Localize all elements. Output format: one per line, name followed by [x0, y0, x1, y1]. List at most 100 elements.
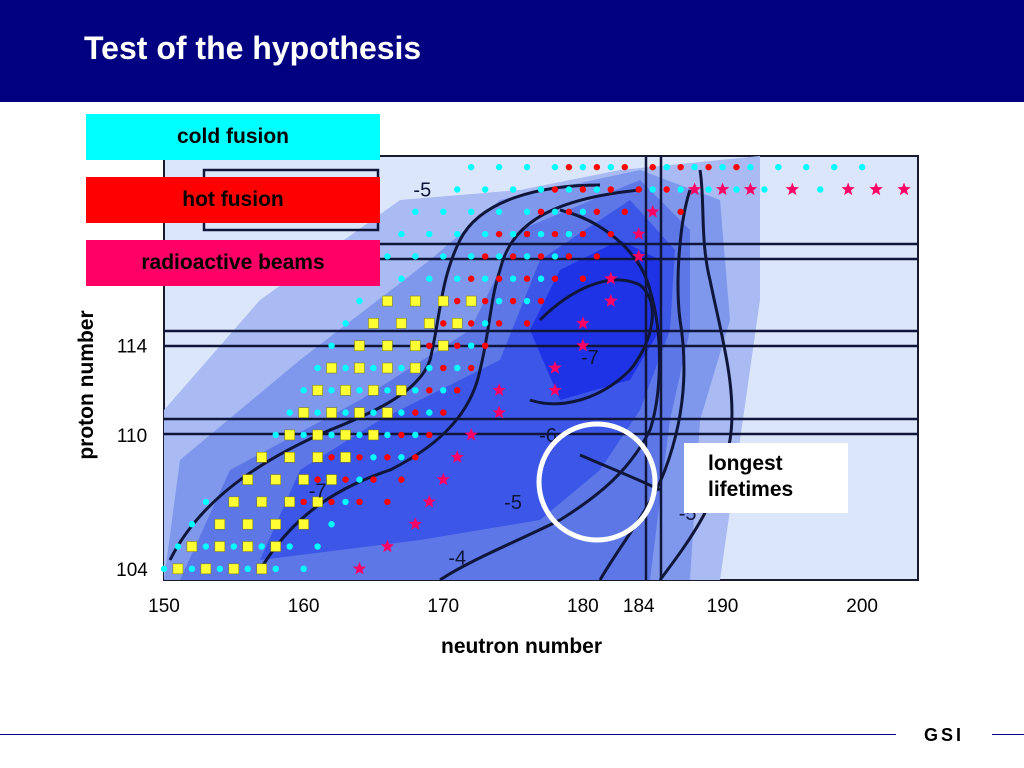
known-isotope-box — [270, 541, 281, 552]
isotope-point — [677, 163, 684, 171]
isotope-point — [677, 186, 684, 193]
radioactive-beam-star — [841, 182, 855, 196]
isotope-point — [342, 476, 349, 483]
known-isotope-box — [382, 407, 393, 418]
isotope-point — [426, 387, 433, 394]
isotope-point — [188, 565, 196, 573]
isotope-point — [495, 208, 503, 215]
known-isotope-box — [298, 407, 309, 418]
isotope-point — [481, 230, 489, 238]
isotope-point — [565, 253, 573, 260]
isotope-point — [523, 163, 531, 171]
isotope-point — [579, 208, 587, 215]
known-isotope-box — [256, 563, 267, 575]
isotope-point — [356, 431, 363, 439]
isotope-point — [398, 409, 405, 416]
isotope-point — [537, 297, 545, 305]
isotope-point — [481, 253, 489, 260]
isotope-point — [370, 409, 377, 416]
known-isotope-box — [228, 496, 240, 508]
isotope-point — [398, 431, 405, 439]
isotope-point — [467, 275, 475, 282]
isotope-point — [663, 163, 670, 171]
isotope-point — [663, 186, 670, 193]
isotope-point — [426, 409, 433, 416]
x-tick-label: 170 — [427, 596, 459, 617]
radioactive-beam-star — [632, 249, 646, 263]
y-axis-title: proton number — [75, 310, 98, 460]
isotope-point — [412, 409, 419, 416]
known-isotope-box — [312, 452, 323, 463]
isotope-point — [481, 342, 489, 349]
isotope-point — [300, 565, 307, 573]
known-isotope-box — [298, 474, 309, 485]
longest-lifetimes-circle — [536, 421, 658, 543]
contour-label: -4 — [448, 548, 466, 570]
isotope-point — [174, 543, 182, 550]
isotope-point — [817, 186, 824, 193]
isotope-point — [481, 297, 489, 305]
isotope-point — [356, 454, 363, 461]
isotope-point — [454, 186, 461, 193]
isotope-point — [509, 275, 517, 282]
isotope-point — [705, 186, 712, 193]
isotope-point — [719, 163, 726, 171]
isotope-point — [495, 163, 503, 171]
isotope-point — [412, 208, 419, 215]
isotope-point — [565, 230, 573, 238]
isotope-point — [370, 454, 377, 461]
isotope-point — [509, 230, 517, 238]
isotope-point — [440, 320, 447, 327]
isotope-point — [370, 364, 377, 372]
known-isotope-box — [256, 496, 267, 508]
isotope-point — [328, 431, 335, 439]
isotope-point — [467, 208, 475, 215]
isotope-point — [509, 253, 517, 260]
known-isotope-box — [326, 362, 337, 374]
isotope-point — [635, 186, 642, 193]
isotope-point — [621, 208, 628, 215]
isotope-point — [454, 275, 461, 282]
known-isotope-box — [256, 452, 267, 463]
isotope-point — [523, 297, 531, 305]
isotope-point — [454, 387, 461, 394]
isotope-point — [551, 253, 559, 260]
known-isotope-box — [451, 318, 463, 329]
isotope-point — [160, 565, 168, 573]
known-isotope-box — [284, 496, 295, 508]
isotope-point — [705, 163, 712, 171]
isotope-point — [593, 163, 601, 171]
known-isotope-box — [242, 518, 254, 530]
note-line-2: lifetimes — [708, 478, 794, 501]
isotope-point — [551, 208, 559, 215]
isotope-point — [593, 208, 601, 215]
isotope-point — [551, 230, 559, 238]
known-isotope-box — [410, 295, 421, 307]
isotope-point — [272, 431, 279, 439]
isotope-point — [342, 409, 349, 416]
isotope-point — [258, 543, 265, 550]
isotope-point — [328, 521, 335, 528]
isotope-point — [356, 476, 363, 483]
radioactive-beam-star — [408, 517, 422, 530]
contour-label: -5 — [504, 492, 522, 514]
isotope-point — [426, 431, 433, 439]
isotope-point — [300, 431, 307, 439]
known-isotope-box — [340, 385, 351, 396]
isotope-point — [384, 387, 391, 394]
isotope-point — [286, 409, 293, 416]
known-isotope-box — [396, 385, 407, 396]
x-tick-label: 180 — [567, 596, 599, 617]
isotope-point — [454, 364, 461, 372]
x-tick-label: 160 — [288, 596, 320, 617]
isotope-point — [412, 387, 419, 394]
isotope-point — [523, 208, 531, 215]
isotope-point — [733, 186, 740, 193]
known-isotope-box — [200, 563, 212, 575]
known-isotope-box — [424, 318, 435, 329]
known-isotope-box — [382, 340, 393, 351]
legend-cold-fusion: cold fusion — [86, 114, 380, 160]
contour-line — [658, 169, 734, 581]
radioactive-beam-star — [869, 182, 883, 196]
isotope-point — [467, 253, 475, 260]
